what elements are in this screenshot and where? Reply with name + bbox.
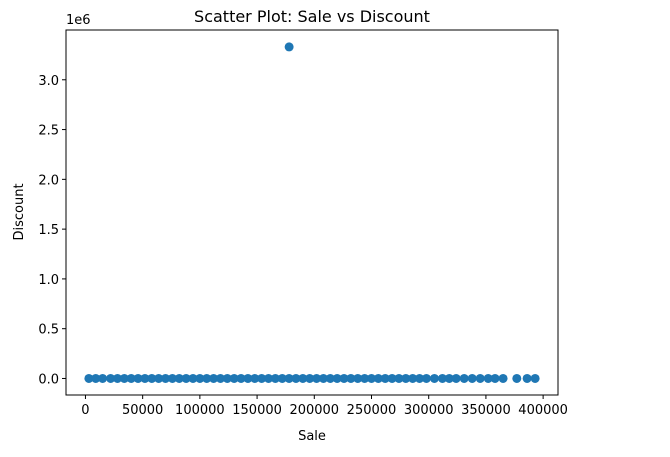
scatter-point <box>360 373 370 383</box>
scatter-point <box>530 373 540 383</box>
scatter-point <box>270 373 280 383</box>
scatter-point <box>277 373 287 383</box>
scatter-point <box>373 373 383 383</box>
scatter-point <box>401 373 411 383</box>
y-tick-label: 2.5 <box>38 124 59 139</box>
scatter-point <box>250 373 260 383</box>
y-tick-label: 1.5 <box>38 223 59 238</box>
scatter-point <box>215 373 225 383</box>
scatter-point <box>451 373 461 383</box>
scatter-point <box>84 373 94 383</box>
scatter-point <box>346 373 356 383</box>
scatter-point <box>490 373 500 383</box>
y-axis-label: Discount <box>12 183 27 240</box>
scatter-point <box>387 373 397 383</box>
y-tick-label: 2.0 <box>38 173 59 188</box>
scatter-point <box>98 373 108 383</box>
scatter-point <box>522 373 532 383</box>
scatter-point <box>91 373 101 383</box>
scatter-point <box>325 373 335 383</box>
scatter-point <box>429 373 439 383</box>
scatter-point <box>318 373 328 383</box>
x-tick-label: 400000 <box>518 403 568 418</box>
scatter-point <box>353 373 363 383</box>
scatter-point <box>140 373 150 383</box>
scatter-point <box>394 373 404 383</box>
scatter-point <box>284 373 294 383</box>
x-tick-label: 0 <box>81 403 89 418</box>
y-tick-label: 0.5 <box>38 323 59 338</box>
scatter-point <box>483 373 493 383</box>
scatter-point <box>243 373 253 383</box>
scatter-point <box>126 373 136 383</box>
scatter-point <box>408 373 418 383</box>
scatter-point <box>339 373 349 383</box>
x-tick-label: 200000 <box>289 403 339 418</box>
y-axis-offset-text: 1e6 <box>66 13 91 28</box>
scatter-point <box>154 373 164 383</box>
scatter-point <box>209 373 219 383</box>
scatter-point <box>312 373 322 383</box>
scatter-point <box>257 373 267 383</box>
scatter-point <box>437 373 447 383</box>
scatter-point <box>467 373 477 383</box>
points-layer <box>84 42 540 383</box>
scatter-point <box>305 373 315 383</box>
scatter-point <box>174 373 184 383</box>
x-tick-label: 350000 <box>461 403 511 418</box>
scatter-point <box>421 373 431 383</box>
scatter-point <box>112 373 122 383</box>
y-tick-label: 3.0 <box>38 74 59 89</box>
x-axis: 0 50000 100000 150000 200000 250000 300000 3500… <box>81 395 568 418</box>
y-axis: 0.0 0.5 1.0 1.5 2.0 2.5 3.0 <box>38 74 66 387</box>
scatter-point <box>222 373 232 383</box>
scatter-point <box>264 373 274 383</box>
scatter-point <box>459 373 469 383</box>
scatter-point <box>202 373 212 383</box>
scatter-point <box>119 373 129 383</box>
scatter-point <box>147 373 157 383</box>
x-tick-label: 300000 <box>404 403 454 418</box>
scatter-point <box>291 373 301 383</box>
scatter-point <box>444 373 454 383</box>
scatter-point <box>106 373 116 383</box>
x-axis-label: Sale <box>298 429 326 444</box>
scatter-point <box>229 373 239 383</box>
scatter-point <box>161 373 171 383</box>
scatter-point <box>167 373 177 383</box>
scatter-point <box>284 42 294 52</box>
scatter-point <box>415 373 425 383</box>
scatter-point <box>380 373 390 383</box>
scatter-point <box>332 373 342 383</box>
scatter-point <box>298 373 308 383</box>
scatter-point <box>498 373 508 383</box>
x-tick-label: 50000 <box>122 403 163 418</box>
chart-title: Scatter Plot: Sale vs Discount <box>194 7 430 26</box>
scatter-point <box>512 373 522 383</box>
y-tick-label: 1.0 <box>38 273 59 288</box>
scatter-point <box>367 373 376 383</box>
scatter-point <box>236 373 246 383</box>
x-tick-label: 150000 <box>232 403 282 418</box>
scatter-point <box>475 373 485 383</box>
axes-frame <box>65 29 559 396</box>
x-tick-label: 250000 <box>347 403 397 418</box>
y-tick-label: 0.0 <box>38 372 59 387</box>
x-tick-label: 100000 <box>175 403 225 418</box>
scatter-point <box>188 373 198 383</box>
scatter-point <box>195 373 205 383</box>
scatter-point <box>133 373 143 383</box>
scatter-point <box>181 373 191 383</box>
